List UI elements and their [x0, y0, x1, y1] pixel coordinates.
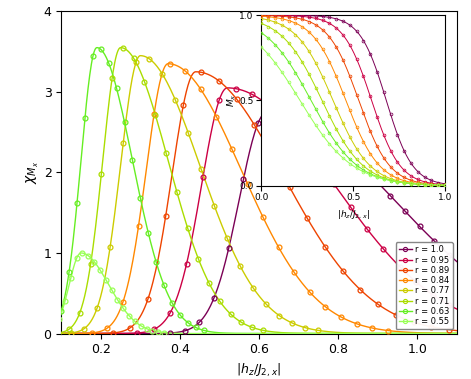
Y-axis label: $\chi_{M_x}$: $\chi_{M_x}$	[24, 161, 41, 184]
Legend: r = 1.0, r = 0.95, r = 0.89, r = 0.84, r = 0.77, r = 0.71, r = 0.63, r = 0.55: r = 1.0, r = 0.95, r = 0.89, r = 0.84, r…	[396, 242, 453, 329]
X-axis label: $|h_z/J_{2,x}|$: $|h_z/J_{2,x}|$	[337, 208, 370, 221]
X-axis label: $|h_z/J_{2,x}|$: $|h_z/J_{2,x}|$	[236, 362, 282, 379]
Y-axis label: $M_x$: $M_x$	[226, 94, 238, 107]
